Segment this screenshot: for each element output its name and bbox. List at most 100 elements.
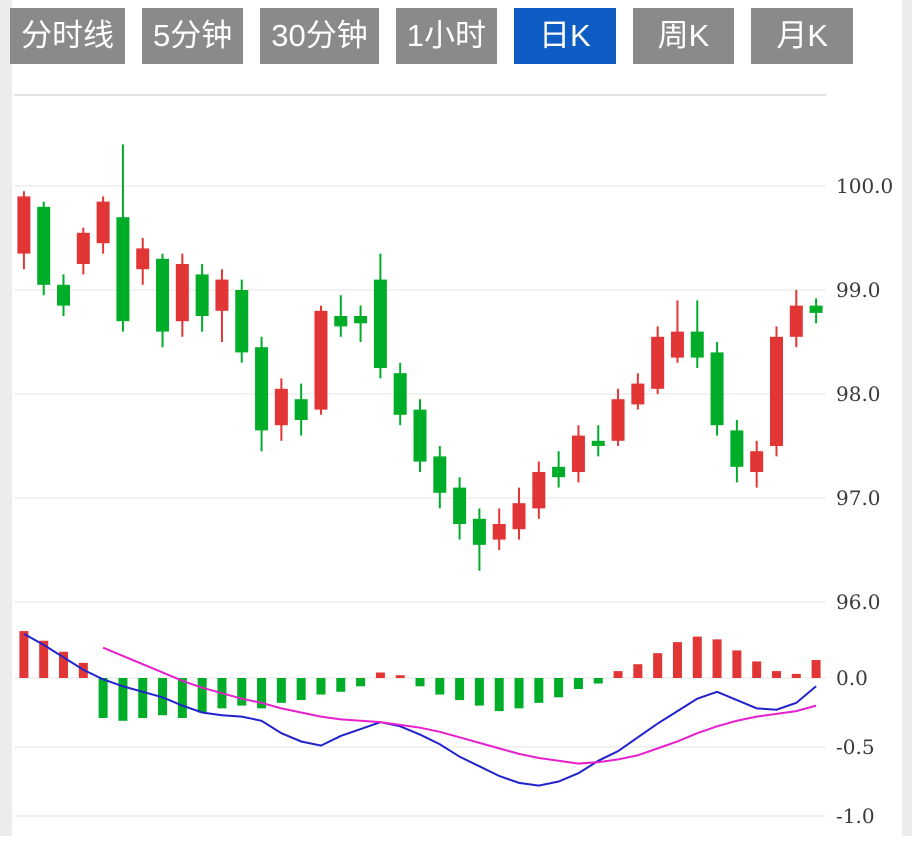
candle-body xyxy=(76,232,90,264)
macd-histogram-bar xyxy=(633,664,643,678)
macd-axis-label: -1.0 xyxy=(836,804,875,828)
macd-histogram-bar xyxy=(435,678,445,695)
candle-body xyxy=(314,310,328,410)
macd-histogram-bar xyxy=(375,672,385,678)
candle-body xyxy=(631,383,645,405)
price-axis-label: 98.0 xyxy=(836,382,881,406)
candle-body xyxy=(37,206,51,285)
candle-body xyxy=(472,518,486,545)
macd-histogram-bar xyxy=(593,678,603,684)
macd-histogram-bar xyxy=(573,678,583,690)
candle-body xyxy=(294,399,308,420)
macd-histogram-bar xyxy=(732,650,742,678)
candle-body xyxy=(453,487,467,524)
macd-histogram-bar xyxy=(415,678,425,687)
candle-body xyxy=(433,456,447,493)
macd-histogram-bar xyxy=(39,640,49,678)
candle-body xyxy=(116,217,130,322)
candle-body xyxy=(393,373,407,415)
page-margin-right xyxy=(902,0,912,836)
tab-5min[interactable]: 5分钟 xyxy=(142,8,244,64)
macd-histogram-bar xyxy=(672,642,682,678)
macd-histogram-bar xyxy=(514,678,524,709)
macd-histogram-bar xyxy=(59,651,69,678)
tab-timeline[interactable]: 分时线 xyxy=(10,8,125,64)
macd-dif-line xyxy=(23,632,817,787)
candle-body xyxy=(175,264,189,322)
macd-histogram-bar xyxy=(336,678,346,692)
candle-body xyxy=(730,430,744,467)
candle-body xyxy=(334,316,348,327)
candle-body xyxy=(96,201,110,244)
price-axis-label: 96.0 xyxy=(836,590,881,614)
candle-body xyxy=(710,352,724,426)
candle-body xyxy=(354,316,368,324)
price-axis-label: 97.0 xyxy=(836,486,881,510)
tab-1hour[interactable]: 1小时 xyxy=(395,8,497,64)
candle-body xyxy=(492,524,506,540)
candle-body xyxy=(789,305,803,337)
candle-body xyxy=(136,248,150,270)
candle-body xyxy=(809,305,823,313)
candle-body xyxy=(255,347,269,431)
macd-histogram-bar xyxy=(118,678,128,721)
candle-body xyxy=(670,331,684,358)
macd-histogram-bar xyxy=(276,678,286,703)
macd-histogram-bar xyxy=(455,678,465,701)
macd-histogram-bar xyxy=(811,660,821,678)
tab-monthly-k[interactable]: 月K xyxy=(751,8,854,64)
candle-body xyxy=(611,399,625,441)
candle-body xyxy=(690,331,704,358)
macd-histogram-bar xyxy=(554,678,564,698)
macd-histogram-bar xyxy=(237,678,247,706)
candle-body xyxy=(373,279,387,368)
macd-histogram-bar xyxy=(534,678,544,703)
price-axis-label: 100.0 xyxy=(836,174,893,198)
candle-body xyxy=(750,451,764,472)
macd-histogram-bar xyxy=(613,671,623,678)
macd-histogram-bar xyxy=(138,678,148,719)
candle-body xyxy=(413,409,427,462)
candle-body xyxy=(235,290,249,353)
macd-histogram-bar xyxy=(791,673,801,678)
candle-body xyxy=(512,503,526,530)
candle-body xyxy=(57,284,71,306)
macd-histogram-bar xyxy=(356,678,366,687)
macd-histogram-bar xyxy=(19,631,29,678)
candle-body xyxy=(591,440,605,446)
macd-histogram-bar xyxy=(474,678,484,706)
macd-histogram-bar xyxy=(752,661,762,678)
tab-30min[interactable]: 30分钟 xyxy=(260,8,379,64)
macd-histogram-bar xyxy=(257,678,267,709)
candle-body xyxy=(571,435,585,472)
page-margin-left xyxy=(0,0,12,836)
macd-dea-line xyxy=(102,646,817,765)
macd-histogram-bar xyxy=(712,639,722,678)
macd-histogram-bar xyxy=(98,678,108,719)
macd-histogram-bar xyxy=(316,678,326,695)
tab-weekly-k[interactable]: 周K xyxy=(632,8,735,64)
candle-body xyxy=(532,472,546,509)
candle-body xyxy=(215,279,229,311)
macd-histogram-bar xyxy=(296,678,306,701)
candle-body xyxy=(274,388,288,426)
candle-body xyxy=(651,336,665,389)
candle-body xyxy=(195,274,209,316)
macd-histogram-bar xyxy=(197,678,207,713)
price-axis-label: 99.0 xyxy=(836,278,881,302)
macd-histogram-bar xyxy=(653,653,663,678)
tab-daily-k[interactable]: 日K xyxy=(513,8,616,64)
macd-histogram-bar xyxy=(494,678,504,712)
candle-body xyxy=(769,336,783,446)
candle-body xyxy=(17,196,31,254)
macd-histogram-bar xyxy=(692,636,702,678)
macd-axis-label: 0.0 xyxy=(836,666,868,690)
macd-axis-label: -0.5 xyxy=(836,735,875,759)
candle-body xyxy=(156,258,170,332)
macd-histogram-bar xyxy=(771,671,781,678)
macd-histogram-bar xyxy=(177,678,187,719)
macd-histogram-bar xyxy=(395,675,405,678)
interval-tabbar: 分时线 5分钟 30分钟 1小时 日K 周K 月K xyxy=(10,8,902,64)
